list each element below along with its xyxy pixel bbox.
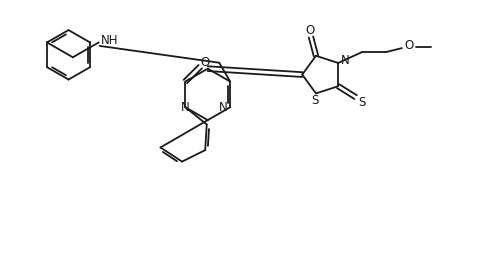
- Text: N: N: [218, 101, 227, 114]
- Text: S: S: [310, 94, 318, 107]
- Text: S: S: [358, 95, 365, 109]
- Text: O: O: [305, 24, 314, 37]
- Text: O: O: [200, 56, 209, 69]
- Text: NH: NH: [101, 34, 118, 47]
- Text: N: N: [340, 54, 349, 68]
- Text: N: N: [181, 101, 189, 114]
- Text: O: O: [403, 39, 413, 52]
